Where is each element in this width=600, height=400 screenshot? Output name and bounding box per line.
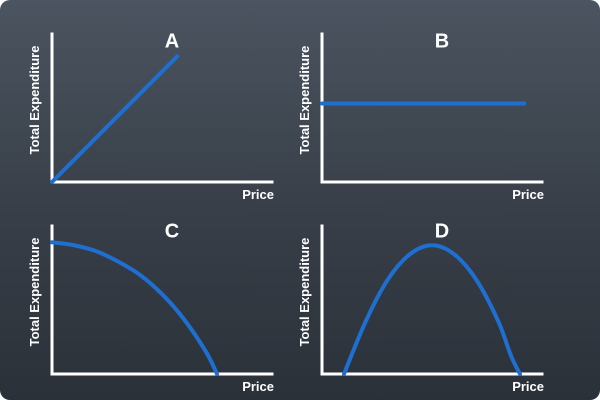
panel-title: B: [435, 30, 449, 52]
y-axis-label: Total Expenditure: [297, 46, 312, 155]
x-axis-label: Price: [512, 187, 544, 202]
series-line-d: [342, 243, 522, 376]
axes: [50, 224, 274, 376]
panel-title: D: [435, 220, 449, 242]
panel-b: B Price Total Expenditure: [297, 30, 544, 202]
panel-c: C Price Total Expenditure: [27, 220, 274, 394]
panel-title: A: [165, 30, 179, 52]
y-axis-label: Total Expenditure: [27, 238, 42, 347]
y-axis-label: Total Expenditure: [27, 46, 42, 155]
panel-title: C: [165, 220, 179, 242]
x-axis-label: Price: [242, 187, 274, 202]
panel-a: A Price Total Expenditure: [27, 30, 274, 202]
axes: [320, 32, 544, 184]
x-axis-label: Price: [512, 379, 544, 394]
series-line-c: [50, 240, 219, 376]
series-line-a: [50, 54, 180, 184]
y-axis-label: Total Expenditure: [297, 238, 312, 347]
x-axis-label: Price: [242, 379, 274, 394]
axes: [50, 32, 274, 184]
panel-d: D Price Total Expenditure: [297, 220, 544, 394]
axes: [320, 224, 544, 376]
